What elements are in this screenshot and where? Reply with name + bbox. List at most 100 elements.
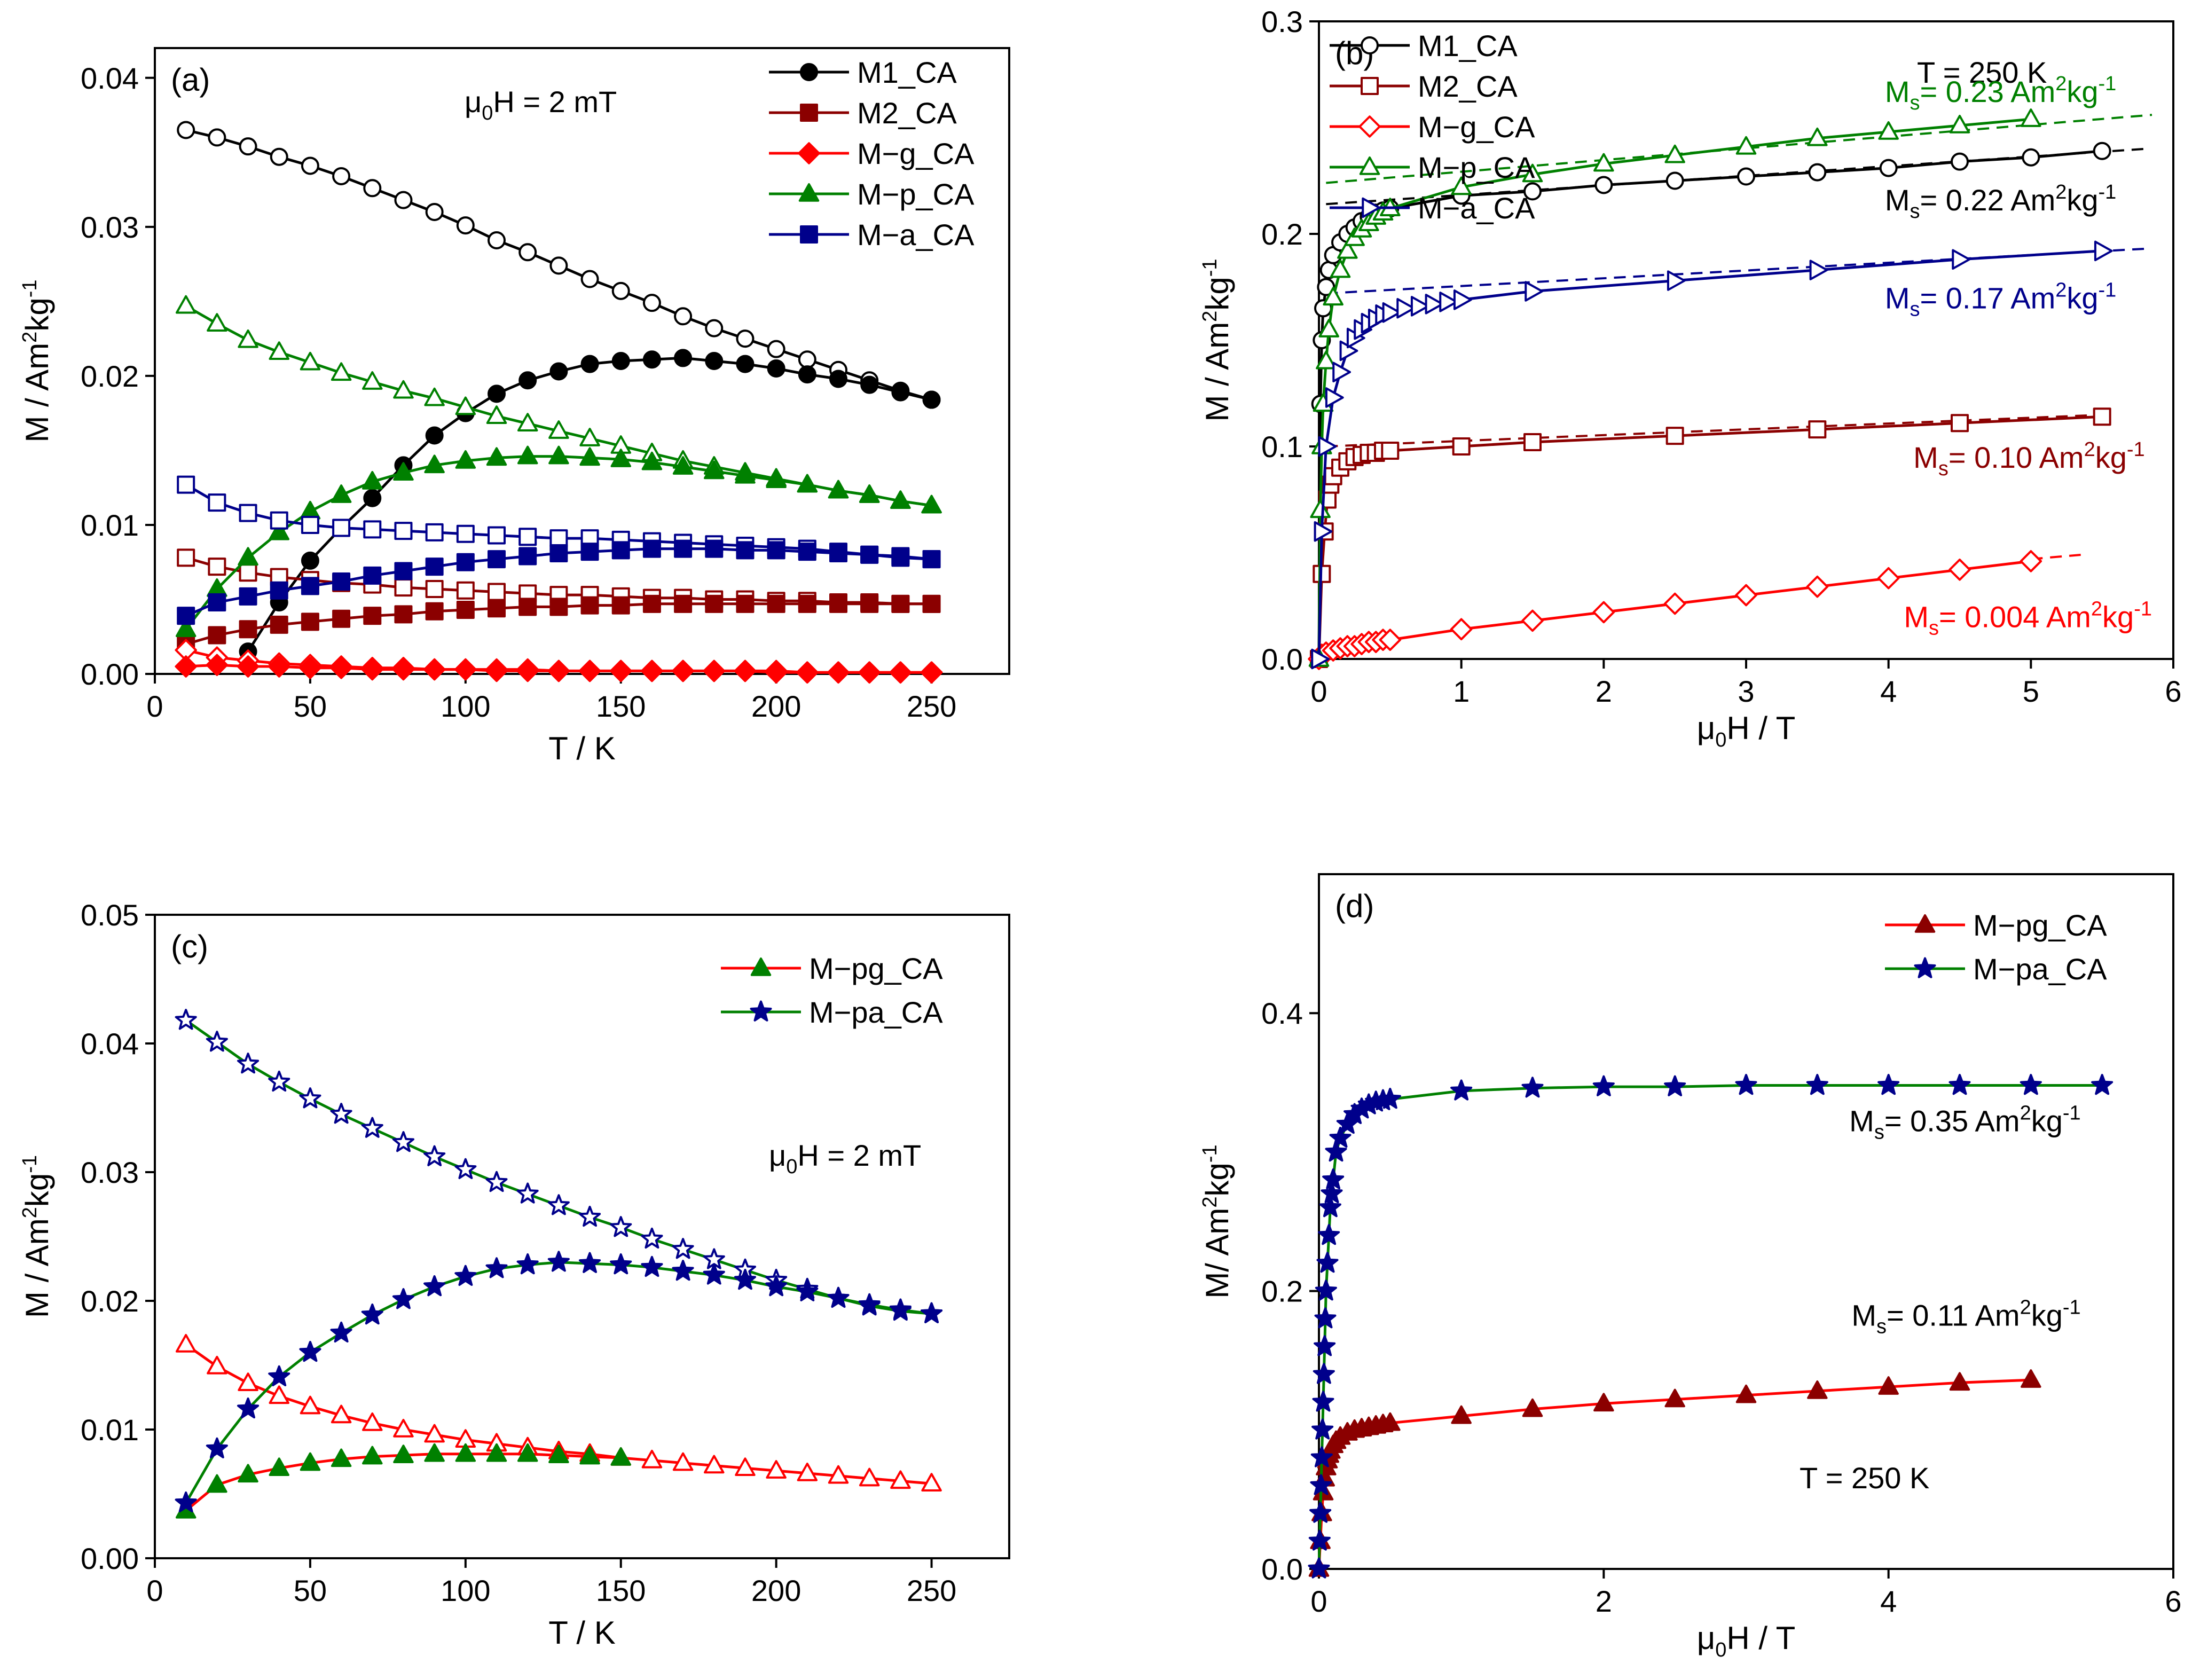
data-point — [705, 539, 724, 558]
data-point — [641, 1255, 663, 1277]
data-point — [611, 281, 630, 300]
data-point — [239, 137, 257, 156]
ms-kg: kg — [2067, 183, 2098, 217]
data-point — [206, 1031, 228, 1052]
data-point — [456, 581, 475, 600]
data-point — [332, 609, 351, 628]
legend-marker — [750, 1000, 772, 1022]
data-point — [1450, 1079, 1473, 1101]
data-point — [1593, 1393, 1614, 1412]
data-point — [1322, 1168, 1345, 1190]
data-point — [921, 494, 942, 514]
data-point — [300, 351, 321, 371]
data-point — [2093, 407, 2111, 426]
data-point — [331, 1448, 352, 1467]
data-point — [704, 1455, 725, 1474]
data-point — [1451, 176, 1472, 195]
data-point — [238, 1372, 258, 1391]
data-point — [1877, 1074, 1900, 1095]
data-point — [393, 1419, 414, 1438]
data-point — [922, 550, 941, 569]
data-point — [1318, 319, 1339, 337]
x-tick-label: 100 — [441, 689, 490, 723]
data-point — [1877, 567, 1900, 590]
ms-sup: 2 — [2020, 1297, 2031, 1319]
x-tick-label: 5 — [2023, 674, 2039, 708]
data-point — [549, 529, 568, 548]
legend: M−pg_CA M−pa_CA — [721, 952, 943, 1029]
data-point — [456, 601, 475, 619]
legend-label: M−pa_CA — [809, 995, 943, 1029]
legend: M1_CA M2_CA M−g_CA M−p_CA M−a_CA — [769, 56, 975, 252]
x-label-mu: μ — [1697, 710, 1716, 746]
ms-sub: s — [1876, 1316, 1887, 1338]
data-point — [362, 371, 383, 390]
y-axis-label: M / Am2kg-1 — [1199, 259, 1235, 422]
data-point — [517, 413, 538, 431]
data-point — [1808, 420, 1827, 439]
data-point — [208, 593, 226, 612]
data-point — [736, 541, 755, 560]
data-point — [486, 447, 507, 466]
data-point — [547, 1194, 570, 1215]
ann-mu: μ — [465, 85, 482, 119]
data-point — [642, 350, 661, 369]
data-point — [796, 661, 819, 684]
data-point — [1523, 182, 1542, 201]
data-point — [1310, 499, 1331, 519]
data-point — [1878, 1376, 1899, 1395]
data-point — [270, 511, 288, 530]
data-point — [2021, 1369, 2041, 1388]
data-point — [1379, 629, 1402, 651]
data-point — [425, 523, 444, 541]
y-label-main: M / Am — [19, 343, 55, 443]
data-point — [610, 1253, 632, 1275]
data-point — [485, 1257, 508, 1278]
legend-label: M−a_CA — [857, 218, 975, 252]
ann-sub: 0 — [786, 1156, 797, 1178]
data-point — [610, 1447, 631, 1466]
data-point — [488, 384, 506, 403]
y-label-sup: -1 — [1199, 259, 1221, 277]
temperature-label: T = 250 K — [1917, 56, 2047, 89]
data-point — [610, 449, 631, 467]
data-point — [423, 1275, 446, 1297]
data-point — [642, 594, 661, 613]
data-point — [485, 1171, 508, 1192]
data-point — [767, 594, 785, 613]
ms-value: = 0.23 Am — [1920, 75, 2056, 108]
data-point — [672, 1238, 694, 1259]
data-point — [921, 1473, 942, 1491]
data-point — [1525, 281, 1543, 302]
data-point — [827, 661, 850, 684]
data-point — [920, 661, 943, 684]
data-point — [488, 599, 506, 618]
data-point — [486, 405, 507, 424]
series-line — [185, 1261, 932, 1504]
x-tick-label: 6 — [2165, 1584, 2181, 1618]
legend-label: M1_CA — [857, 56, 957, 89]
y-label-kg: kg — [1199, 277, 1235, 310]
data-point — [1323, 287, 1343, 306]
data-point — [1329, 1126, 1352, 1148]
data-point — [829, 594, 847, 613]
data-point — [175, 655, 197, 678]
data-point — [1951, 152, 1969, 171]
y-label-main: M / Am — [1199, 322, 1235, 422]
data-point — [299, 1340, 321, 1362]
data-point — [1379, 1088, 1401, 1109]
data-point — [891, 547, 910, 566]
data-point — [735, 465, 756, 484]
data-point — [1319, 1196, 1341, 1218]
data-point — [518, 371, 537, 390]
ms-sub: s — [1910, 200, 1920, 223]
data-point — [1410, 296, 1429, 317]
data-point — [456, 553, 475, 571]
data-point — [578, 660, 601, 682]
data-point — [705, 352, 724, 370]
legend-marker — [1361, 77, 1379, 95]
data-point — [268, 1070, 290, 1092]
data-point — [238, 329, 258, 348]
legend-label: M2_CA — [1418, 69, 1518, 103]
data-point — [208, 626, 226, 645]
